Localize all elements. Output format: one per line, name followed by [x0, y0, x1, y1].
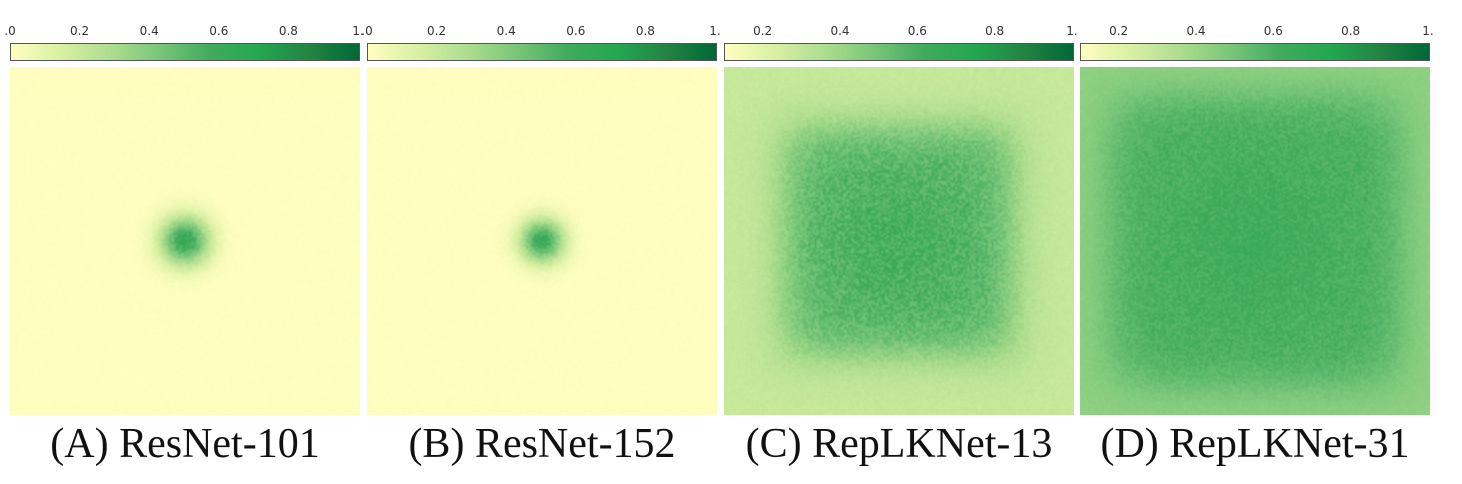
colorbar-tick: 0.6	[566, 24, 586, 38]
colorbar-ticks: .0 0.2 0.4 0.6 0.8 1.	[361, 24, 721, 40]
colorbar-ticks: 0.2 0.4 0.6 0.8 1.	[1080, 24, 1434, 40]
colorbar-tick: 0.8	[635, 24, 655, 38]
panel-caption: (A) ResNet-101	[50, 421, 320, 467]
colorbar-ticks: .0 0.2 0.4 0.6 0.8 1.	[4, 24, 364, 40]
colorbar-tick: 0.4	[1186, 24, 1206, 38]
colorbar-tick: 0.6	[209, 24, 229, 38]
colorbar-tick: 0.6	[907, 24, 927, 38]
colorbar-tick: 0.4	[139, 24, 159, 38]
colorbar	[1080, 43, 1430, 61]
colorbar-tick: 0.8	[985, 24, 1005, 38]
colorbar	[724, 43, 1074, 61]
panel-caption: (B) ResNet-152	[408, 421, 676, 467]
heatmap	[724, 67, 1074, 415]
colorbar-tick: 0.2	[70, 24, 90, 38]
colorbar	[367, 43, 717, 61]
panel-d: 0.2 0.4 0.6 0.8 1. (D) RepLKNet-31	[1080, 0, 1434, 484]
panel-c: 0.2 0.4 0.6 0.8 1. (C) RepLKNet-13	[724, 0, 1078, 484]
colorbar-tick: .0	[361, 24, 373, 38]
colorbar-ticks: 0.2 0.4 0.6 0.8 1.	[724, 24, 1078, 40]
colorbar-tick: 0.8	[1341, 24, 1361, 38]
panel-caption: (C) RepLKNet-13	[745, 421, 1053, 467]
heatmap	[10, 67, 360, 415]
colorbar-tick: 0.2	[1109, 24, 1129, 38]
heatmap	[367, 67, 717, 415]
colorbar-tick: 1.	[709, 24, 721, 38]
colorbar	[10, 43, 360, 61]
colorbar-tick: 0.4	[496, 24, 516, 38]
panel-caption: (D) RepLKNet-31	[1100, 421, 1410, 467]
colorbar-tick: 0.8	[278, 24, 298, 38]
colorbar-tick: 0.2	[753, 24, 773, 38]
heatmap	[1080, 67, 1430, 415]
colorbar-tick: 0.2	[427, 24, 447, 38]
colorbar-tick: 0.6	[1263, 24, 1283, 38]
colorbar-tick: 0.4	[830, 24, 850, 38]
colorbar-tick: .0	[4, 24, 16, 38]
colorbar-tick: 1.	[352, 24, 364, 38]
panel-a: .0 0.2 0.4 0.6 0.8 1. (A) ResNet-101	[4, 0, 364, 484]
colorbar-tick: 1.	[1422, 24, 1434, 38]
panel-b: .0 0.2 0.4 0.6 0.8 1. (B) ResNet-152	[361, 0, 721, 484]
colorbar-tick: 1.	[1066, 24, 1078, 38]
